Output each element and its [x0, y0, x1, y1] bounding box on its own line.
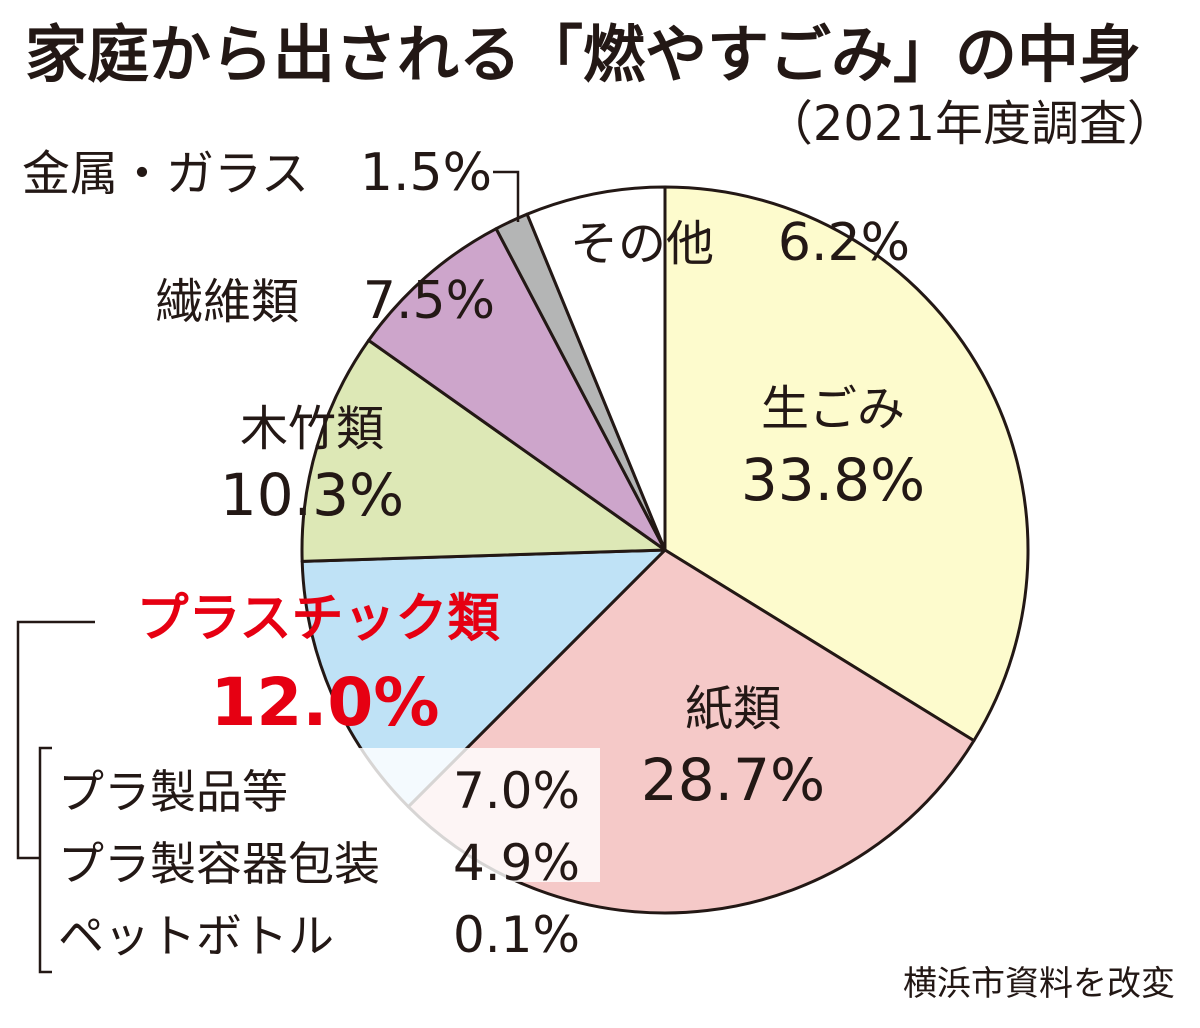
- breakdown-panel-background: [40, 748, 600, 882]
- slice-label-name: 繊維類: [155, 274, 299, 330]
- source-note: 横浜市資料を改変: [903, 964, 1175, 1004]
- pie-slice: [525, 185, 667, 552]
- breakdown-item-label: プラ製容器包装: [58, 837, 380, 891]
- slice-label-name: 金属・ガラス: [22, 146, 309, 202]
- slice-label-value: 33.8%: [741, 446, 925, 514]
- slice-label-name: 木竹類: [240, 401, 384, 457]
- slice-label-name: プラスチック類: [137, 589, 501, 649]
- slice-label-value: 7.5%: [363, 271, 495, 331]
- slice-labels: 生ごみ 33.8% 紙類 28.7% プラスチック類 12.0% 木竹類 10.…: [22, 143, 925, 814]
- bracket-plastic-inner: [38, 746, 52, 974]
- slice-label-name: 生ごみ: [761, 381, 905, 437]
- slice-label-name: 紙類: [685, 681, 781, 737]
- slice-label-value: 28.7%: [641, 746, 825, 814]
- pie-slice: [367, 227, 667, 552]
- breakdown-item-label: ペットボトル: [58, 909, 334, 963]
- breakdown-panel: [40, 748, 600, 882]
- chart-title: 家庭から出される「燃やすごみ」の中身: [25, 18, 1141, 91]
- leader-lines: [16, 170, 520, 974]
- bracket-plastic-outer: [16, 620, 95, 860]
- plastic-breakdown-list: プラ製品等 7.0% プラ製容器包装 4.9% ペットボトル 0.1%: [58, 762, 580, 964]
- slice-label-value: 1.5%: [360, 143, 492, 203]
- chart-subtitle: （2021年度調査）: [765, 96, 1175, 152]
- breakdown-item-value: 7.0%: [453, 762, 580, 820]
- breakdown-item-value: 0.1%: [453, 906, 580, 964]
- slice-label-value: 12.0%: [211, 664, 440, 741]
- slice-label-value: 6.2%: [778, 213, 910, 273]
- pie-slice: [300, 338, 667, 563]
- slice-label-value: 10.3%: [220, 461, 404, 529]
- pie-slice: [663, 185, 1030, 743]
- slice-label-name: その他: [570, 216, 714, 272]
- leader-line-metal-glass: [493, 170, 520, 222]
- breakdown-item-label: プラ製品等: [58, 765, 288, 819]
- breakdown-item-value: 4.9%: [453, 834, 580, 892]
